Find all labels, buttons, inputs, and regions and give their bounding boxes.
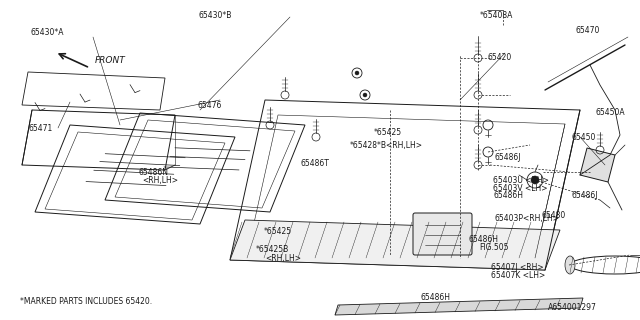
Text: *65428*B<RH,LH>: *65428*B<RH,LH> (350, 140, 423, 149)
Ellipse shape (565, 256, 575, 274)
Circle shape (355, 71, 359, 75)
Text: *MARKED PARTS INCLUDES 65420.: *MARKED PARTS INCLUDES 65420. (20, 298, 152, 307)
Text: 65470: 65470 (575, 26, 600, 35)
Text: 65450A: 65450A (596, 108, 626, 116)
Text: 65403V <LH>: 65403V <LH> (493, 183, 547, 193)
Text: 65486H: 65486H (493, 191, 523, 201)
Text: *65425: *65425 (374, 127, 402, 137)
Circle shape (363, 93, 367, 97)
Text: *65425: *65425 (264, 227, 292, 236)
Text: 65407J <RH>: 65407J <RH> (491, 263, 543, 273)
Text: *65425B: *65425B (256, 245, 289, 254)
Circle shape (531, 176, 539, 184)
Text: <RH,LH>: <RH,LH> (265, 253, 301, 262)
Polygon shape (335, 298, 583, 315)
Polygon shape (230, 220, 560, 270)
Text: *65408A: *65408A (480, 11, 513, 20)
Text: 65420: 65420 (487, 52, 511, 61)
Text: 65480: 65480 (542, 211, 566, 220)
Text: 65450: 65450 (572, 132, 596, 141)
FancyBboxPatch shape (413, 213, 472, 255)
Text: 65430*B: 65430*B (198, 11, 232, 20)
Text: 65486T: 65486T (300, 158, 329, 167)
Text: 65471: 65471 (28, 124, 52, 132)
Text: 65476: 65476 (197, 100, 221, 109)
Text: <RH,LH>: <RH,LH> (142, 175, 178, 185)
Text: 65403U <RH>: 65403U <RH> (493, 175, 549, 185)
Text: 65486H: 65486H (468, 236, 498, 244)
Text: 65407K <LH>: 65407K <LH> (491, 271, 545, 281)
Text: 65486N: 65486N (138, 167, 168, 177)
Text: 65430*A: 65430*A (30, 28, 63, 36)
Text: FRONT: FRONT (95, 55, 125, 65)
Text: 65486J: 65486J (572, 190, 598, 199)
Text: 65486H: 65486H (420, 293, 450, 302)
Text: FIG.505: FIG.505 (479, 244, 509, 252)
Text: 65486J: 65486J (494, 153, 520, 162)
Text: 65403P<RH,LH>: 65403P<RH,LH> (494, 213, 559, 222)
Polygon shape (580, 148, 615, 182)
Text: A654001297: A654001297 (548, 303, 597, 313)
